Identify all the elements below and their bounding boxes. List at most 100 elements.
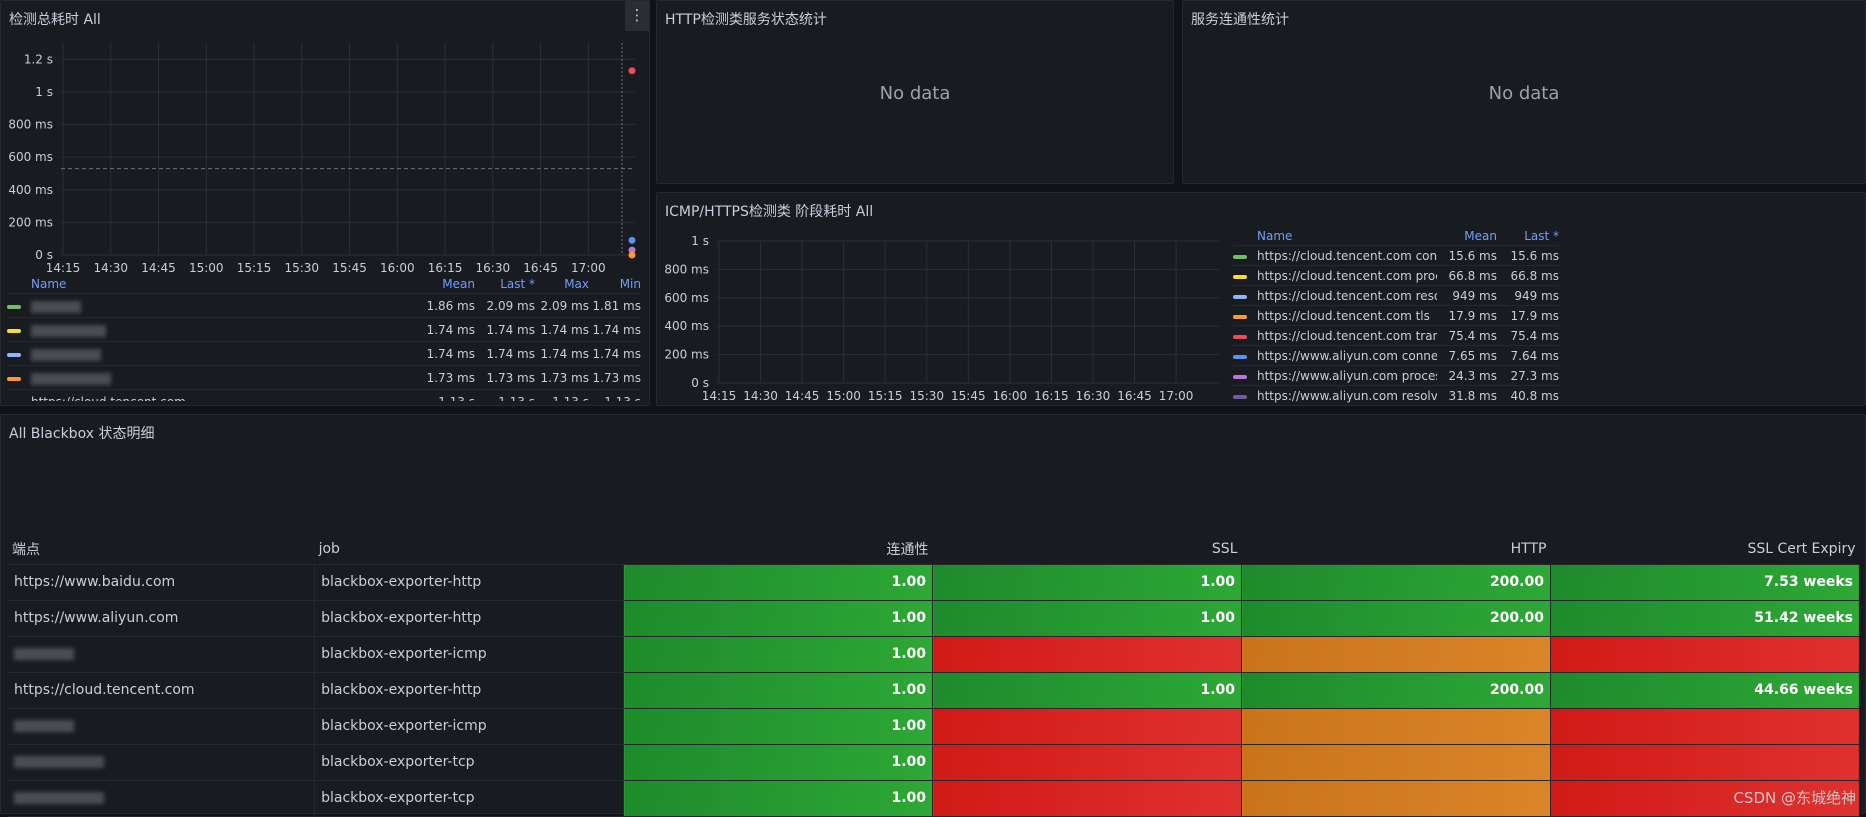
legend-row[interactable]: https://cloud.tencent.com resolve 949 ms… — [1233, 285, 1559, 305]
ssl-expiry-cell: 44.66 weeks — [1550, 672, 1859, 708]
legend-min: 1.74 ms — [589, 342, 641, 365]
legend-series-name: https://cloud.tencent.com resolve — [1257, 289, 1437, 303]
legend-mean: 31.8 ms — [1437, 386, 1497, 403]
panel-connectivity-stats: 服务连通性统计 No data — [1182, 0, 1866, 184]
legend-row[interactable]: https://cloud.tencent.com connect 15.6 m… — [1233, 245, 1559, 265]
series-color-swatch — [1233, 275, 1247, 279]
legend-row[interactable]: 1.74 ms 1.74 ms 1.74 ms 1.74 ms — [7, 341, 641, 365]
x-tick-label: 17:00 — [571, 261, 606, 275]
legend-last: 1.13 s — [475, 390, 535, 401]
x-tick-label: 16:30 — [476, 261, 511, 275]
legend-row[interactable]: https://cloud.tencent.com 1.13 s 1.13 s … — [7, 389, 641, 401]
ssl-cell: 1.00 — [933, 564, 1242, 600]
legend-row[interactable]: https://www.aliyun.com processing 24.3 m… — [1233, 365, 1559, 385]
legend-max: 1.13 s — [535, 390, 589, 401]
x-tick-label: 16:15 — [428, 261, 463, 275]
x-tick-label: 16:15 — [1034, 389, 1069, 403]
job-cell: blackbox-exporter-tcp — [315, 780, 624, 816]
legend-phase-duration: Name Mean Last * https://cloud.tencent.c… — [1233, 227, 1559, 403]
legend-mean: 75.4 ms — [1437, 326, 1497, 345]
legend-mean: 1.74 ms — [415, 318, 475, 341]
legend-mean: 1.86 ms — [415, 294, 475, 317]
series-color-swatch — [1233, 335, 1247, 339]
legend-col-name[interactable]: Name — [7, 275, 415, 293]
column-header[interactable]: 连通性 — [624, 534, 933, 564]
series-color-swatch — [7, 305, 21, 309]
legend-last: 7.64 ms — [1497, 346, 1559, 365]
legend-row[interactable]: 1.86 ms 2.09 ms 2.09 ms 1.81 ms — [7, 293, 641, 317]
legend-series-name — [31, 299, 87, 313]
legend-row[interactable]: https://cloud.tencent.com tls 17.9 ms 17… — [1233, 305, 1559, 325]
column-header[interactable]: 端点 — [8, 534, 315, 564]
series-color-swatch — [7, 377, 21, 381]
connectivity-cell: 1.00 — [624, 780, 933, 816]
legend-mean: 1.13 s — [415, 390, 475, 401]
series-color-swatch — [1233, 295, 1247, 299]
y-tick-label: 1 s — [35, 85, 53, 99]
legend-row[interactable]: https://cloud.tencent.com processing 66.… — [1233, 265, 1559, 285]
series-point — [629, 237, 636, 244]
endpoint-cell: https://cloud.tencent.com — [8, 672, 315, 708]
legend-series-name: https://www.aliyun.com processing — [1257, 369, 1437, 383]
http-cell — [1242, 780, 1551, 816]
legend-mean: 24.3 ms — [1437, 366, 1497, 385]
panel-title: ICMP/HTTPS检测类 阶段耗时 All — [665, 201, 873, 221]
column-header[interactable]: HTTP — [1242, 534, 1551, 564]
legend-col-4[interactable]: Min — [589, 275, 641, 293]
legend-col-2[interactable]: Last * — [475, 275, 535, 293]
legend-col-last[interactable]: Last * — [1497, 227, 1559, 245]
legend-row[interactable]: 1.74 ms 1.74 ms 1.74 ms 1.74 ms — [7, 317, 641, 341]
ssl-cell — [933, 744, 1242, 780]
legend-last: 40.8 ms — [1497, 386, 1559, 403]
column-header[interactable]: job — [315, 534, 624, 564]
ssl-cell: 1.00 — [933, 600, 1242, 636]
y-tick-label: 600 ms — [664, 291, 709, 305]
y-tick-label: 1 s — [691, 234, 709, 248]
x-tick-label: 14:30 — [93, 261, 128, 275]
x-tick-label: 17:00 — [1159, 389, 1194, 403]
legend-col-1[interactable]: Mean — [415, 275, 475, 293]
legend-col-name[interactable]: Name — [1233, 227, 1437, 245]
legend-series-name — [31, 371, 117, 385]
job-cell: blackbox-exporter-http — [315, 672, 624, 708]
series-color-swatch — [1233, 395, 1247, 399]
x-tick-label: 16:00 — [380, 261, 415, 275]
job-cell: blackbox-exporter-tcp — [315, 744, 624, 780]
http-cell: 200.00 — [1242, 564, 1551, 600]
legend-series-name — [31, 347, 107, 361]
ssl-cell: 1.00 — [933, 672, 1242, 708]
legend-row[interactable]: https://www.aliyun.com connect 7.65 ms 7… — [1233, 345, 1559, 365]
legend-row[interactable]: https://cloud.tencent.com transfer 75.4 … — [1233, 325, 1559, 345]
panel-http-status-stats: HTTP检测类服务状态统计 No data — [656, 0, 1174, 184]
y-tick-label: 1.2 s — [24, 52, 53, 66]
legend-series-name: https://cloud.tencent.com tls — [1257, 309, 1430, 323]
ssl-expiry-cell — [1550, 708, 1859, 744]
legend-header: Name Mean Last * — [1233, 227, 1559, 245]
legend-col-3[interactable]: Max — [535, 275, 589, 293]
legend-series-name: https://www.aliyun.com connect — [1257, 349, 1437, 363]
legend-col-mean[interactable]: Mean — [1437, 227, 1497, 245]
watermark: CSDN @东城绝神 — [1733, 787, 1856, 808]
legend-row[interactable]: https://www.aliyun.com resolve 31.8 ms 4… — [1233, 385, 1559, 403]
endpoint-cell: https://www.baidu.com — [8, 564, 315, 600]
column-header[interactable]: SSL — [933, 534, 1242, 564]
column-header[interactable]: SSL Cert Expiry — [1550, 534, 1859, 564]
legend-last: 27.3 ms — [1497, 366, 1559, 385]
series-color-swatch — [1233, 315, 1247, 319]
table-row: https://cloud.tencent.com blackbox-expor… — [8, 672, 1860, 708]
legend-max: 2.09 ms — [535, 294, 589, 317]
legend-row[interactable]: 1.73 ms 1.73 ms 1.73 ms 1.73 ms — [7, 365, 641, 389]
legend-last: 1.74 ms — [475, 342, 535, 365]
legend-last: 949 ms — [1497, 286, 1559, 305]
y-tick-label: 400 ms — [664, 319, 709, 333]
x-tick-label: 15:15 — [868, 389, 903, 403]
http-cell — [1242, 744, 1551, 780]
kebab-menu-icon[interactable]: ⋮ — [625, 1, 649, 31]
legend-min: 1.73 ms — [589, 366, 641, 389]
endpoint-cell: https://www.aliyun.com — [8, 600, 315, 636]
series-color-swatch — [1233, 355, 1247, 359]
table-row: blackbox-exporter-icmp 1.00 — [8, 636, 1860, 672]
legend-last: 2.09 ms — [475, 294, 535, 317]
